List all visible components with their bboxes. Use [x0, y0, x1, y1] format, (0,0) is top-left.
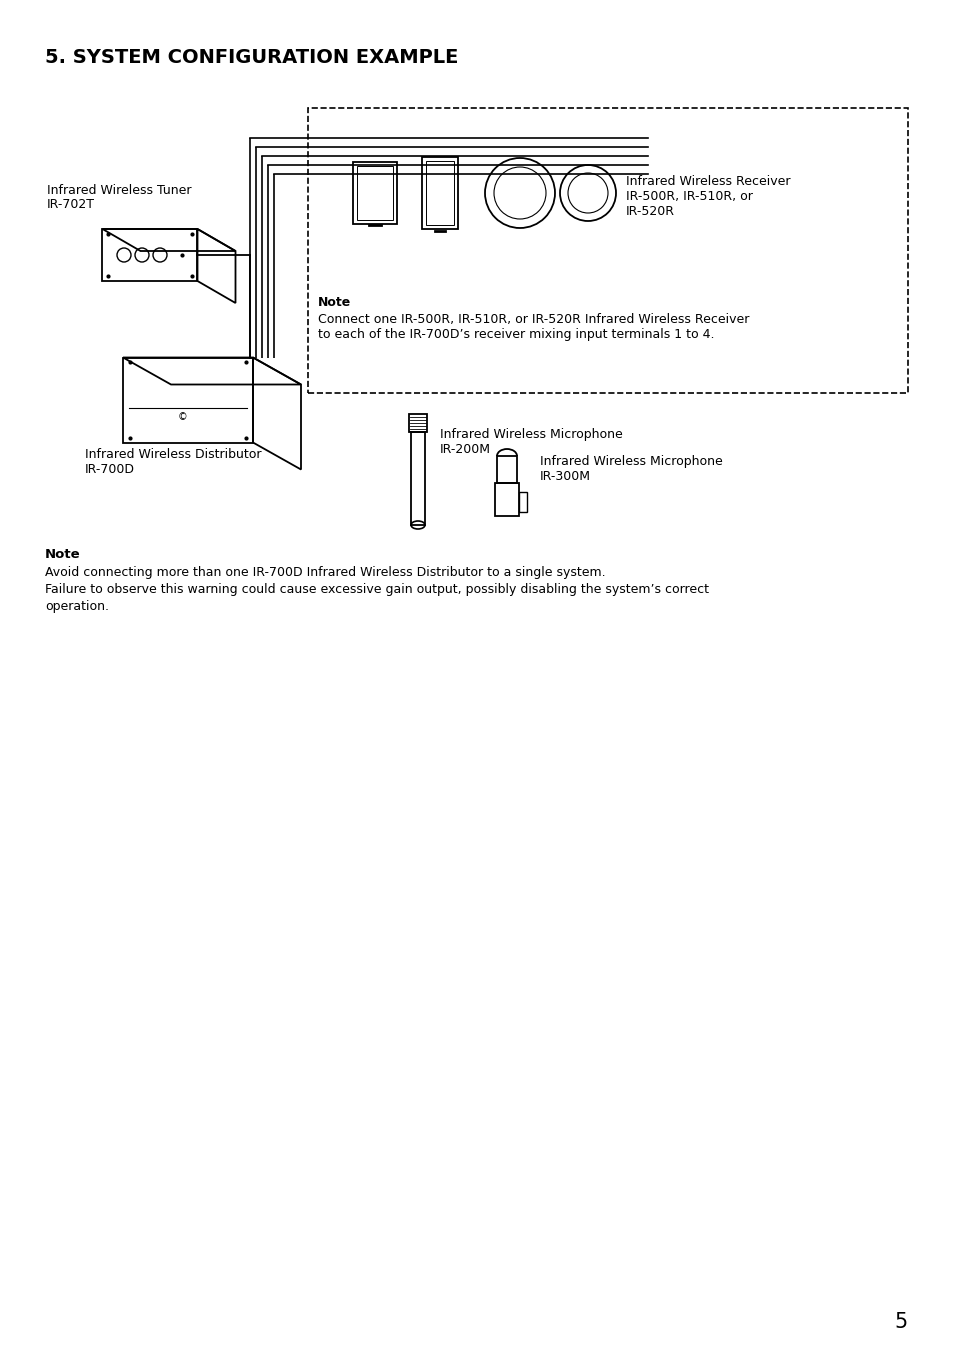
- Text: IR-520R: IR-520R: [625, 205, 675, 218]
- Text: IR-300M: IR-300M: [539, 470, 590, 484]
- Text: ©: ©: [178, 412, 188, 422]
- Text: operation.: operation.: [45, 600, 109, 613]
- Bar: [426, 161, 454, 226]
- Text: Note: Note: [317, 296, 351, 309]
- Bar: [356, 166, 393, 220]
- Text: Infrared Wireless Receiver: Infrared Wireless Receiver: [625, 176, 790, 188]
- Text: Connect one IR-500R, IR-510R, or IR-520R Infrared Wireless Receiver: Connect one IR-500R, IR-510R, or IR-520R…: [317, 313, 749, 326]
- Text: Infrared Wireless Microphone: Infrared Wireless Microphone: [439, 428, 622, 440]
- Text: Infrared Wireless Distributor: Infrared Wireless Distributor: [85, 449, 261, 461]
- Text: to each of the IR-700D’s receiver mixing input terminals 1 to 4.: to each of the IR-700D’s receiver mixing…: [317, 328, 714, 340]
- Bar: [411, 432, 424, 526]
- Bar: [421, 157, 457, 230]
- Text: Note: Note: [45, 549, 81, 561]
- Text: Avoid connecting more than one IR-700D Infrared Wireless Distributor to a single: Avoid connecting more than one IR-700D I…: [45, 566, 605, 580]
- Text: IR-200M: IR-200M: [439, 443, 491, 457]
- Text: Infrared Wireless Tuner: Infrared Wireless Tuner: [47, 184, 192, 197]
- Bar: [353, 162, 396, 224]
- Bar: [409, 413, 427, 432]
- Text: 5. SYSTEM CONFIGURATION EXAMPLE: 5. SYSTEM CONFIGURATION EXAMPLE: [45, 49, 457, 68]
- Bar: [518, 492, 526, 512]
- Bar: [308, 108, 907, 393]
- Bar: [495, 484, 518, 516]
- Text: 5: 5: [894, 1312, 907, 1332]
- Text: Failure to observe this warning could cause excessive gain output, possibly disa: Failure to observe this warning could ca…: [45, 584, 708, 596]
- Text: Infrared Wireless Microphone: Infrared Wireless Microphone: [539, 455, 722, 467]
- Bar: [497, 457, 517, 484]
- Text: IR-702T: IR-702T: [47, 199, 95, 211]
- Text: IR-500R, IR-510R, or: IR-500R, IR-510R, or: [625, 190, 752, 203]
- Text: IR-700D: IR-700D: [85, 463, 135, 476]
